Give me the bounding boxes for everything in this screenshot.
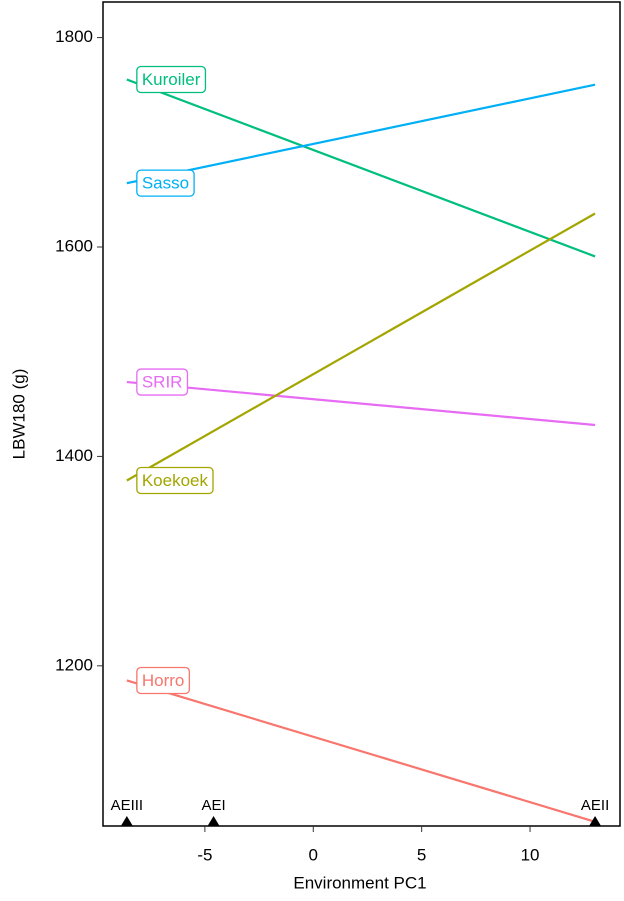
x-tick-label: 0 xyxy=(309,845,318,864)
x-tick-label: 10 xyxy=(521,845,540,864)
y-tick-label: 1200 xyxy=(55,655,93,674)
y-axis-label: LBW180 (g) xyxy=(9,369,28,460)
series-line xyxy=(126,380,596,427)
series-line xyxy=(126,83,596,185)
series-line xyxy=(126,212,596,482)
series-line xyxy=(126,679,596,823)
environment-label: AEI xyxy=(201,797,225,814)
label-box xyxy=(136,65,207,94)
environment-marker xyxy=(207,816,220,826)
x-axis-label: Environment PC1 xyxy=(293,873,426,892)
y-tick-label: 1600 xyxy=(55,236,93,255)
y-tick-label: 1800 xyxy=(55,27,93,46)
environment-label: AEII xyxy=(581,797,609,814)
label-box xyxy=(136,666,191,695)
x-tick-label: -5 xyxy=(197,845,212,864)
series-label: Sasso xyxy=(142,174,189,193)
label-box xyxy=(136,169,195,197)
series-label: Horro xyxy=(142,671,185,690)
label-box xyxy=(136,466,214,495)
series-label: SRIR xyxy=(142,373,183,392)
environment-label: AEIII xyxy=(111,797,144,814)
series-line xyxy=(126,78,596,258)
y-tick-label: 1400 xyxy=(55,446,93,465)
environment-marker xyxy=(120,816,133,826)
x-tick-label: 5 xyxy=(417,845,426,864)
label-box xyxy=(136,368,189,396)
environment-marker xyxy=(589,816,602,826)
series-label: Koekoek xyxy=(142,471,209,490)
series-label: Kuroiler xyxy=(142,70,201,89)
plot-frame xyxy=(102,1,621,827)
